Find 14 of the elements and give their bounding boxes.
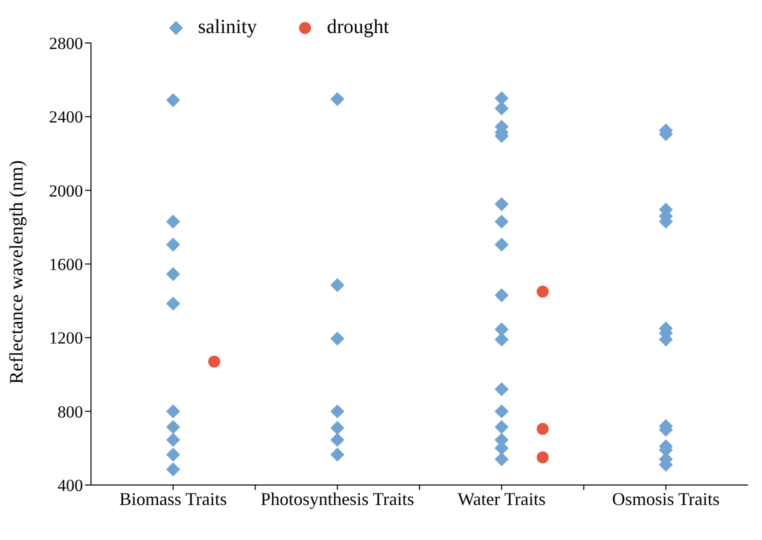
x-tick-label: Photosynthesis Traits: [260, 488, 414, 509]
y-tick-label: 1600: [49, 255, 83, 274]
x-tick-label: Osmosis Traits: [612, 488, 720, 509]
y-axis-title: Reflectance wavelength (nm): [6, 160, 28, 384]
y-tick-label: 400: [58, 476, 83, 496]
y-tick-label: 2800: [49, 34, 83, 54]
x-tick-label: Biomass Traits: [119, 488, 227, 509]
y-tick-label: 800: [58, 402, 83, 422]
legend-label: salinity: [198, 16, 257, 39]
x-tick-label: Water Traits: [458, 488, 546, 509]
y-tick-label: 1200: [49, 328, 83, 348]
legend-label: drought: [326, 16, 390, 39]
y-tick-label: 2000: [49, 181, 83, 200]
y-tick-label: 2400: [49, 108, 83, 127]
